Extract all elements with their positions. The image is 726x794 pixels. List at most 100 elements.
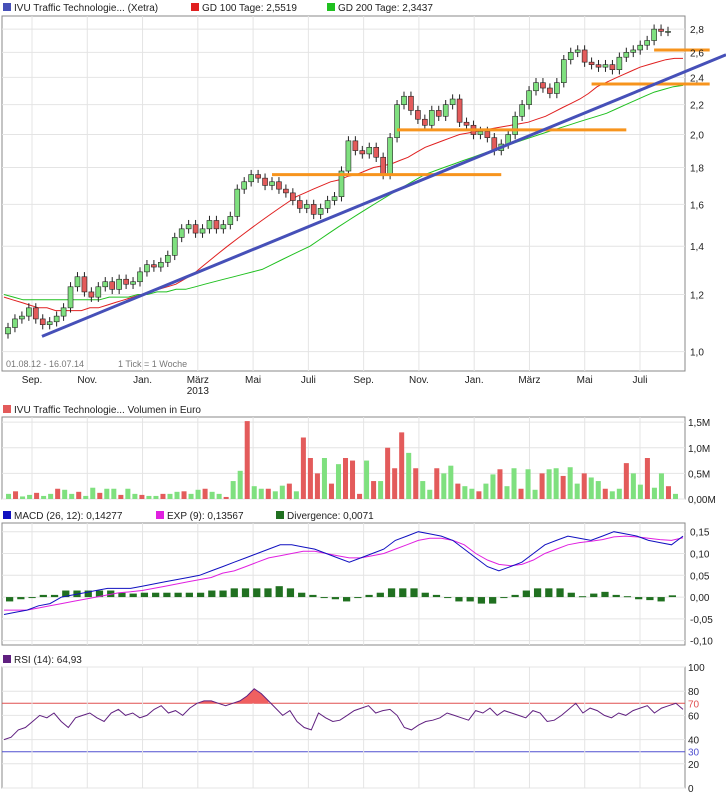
candle-body [595,64,602,68]
candle-body [248,174,254,183]
y-tick-label: 40 [688,736,700,747]
price-y-ticks: 2,8 2,6 2,4 2,2 2,0 1,8 1,6 1,4 1,2 1,0 [690,25,704,358]
candle-body [373,147,380,158]
candle-body [345,140,352,172]
y-tick-label: -0,05 [690,615,713,626]
candle-body [241,181,248,190]
candle-body [428,110,435,126]
volume-legend: IVU Traffic Technologie... Volumen in Eu… [3,405,201,416]
volume-bar [321,458,327,499]
volume-bar [307,458,313,499]
divergence-bar [511,594,519,598]
volume-bar [588,477,594,499]
trendline [41,53,726,338]
volume-bar [504,486,510,499]
rsi-line [3,688,684,741]
volume-bar [258,488,264,499]
x-tick-label: Jan. [465,375,484,386]
exp-line [4,535,684,611]
candle-body [206,220,213,230]
divergence-bar [230,588,238,598]
candle-body [19,315,25,320]
support-lines [272,48,710,177]
x-tick-label: März [187,375,209,386]
candle-body [317,208,324,215]
divergence-bar [668,595,676,598]
volume-y-ticks: 1,5M 1,0M 0,5M 0,00M [688,418,716,506]
legend-label: IVU Traffic Technologie... (Xetra) [14,3,158,14]
candle-body [227,216,234,225]
price-legend: IVU Traffic Technologie... (Xetra) GD 10… [3,3,433,14]
volume-bar [595,481,601,499]
divergence-bar [140,592,149,598]
divergence-bar [410,588,418,598]
divergence-bar [578,596,587,598]
divergence-bar [590,593,598,598]
legend-swatch [3,405,11,413]
candle-body [60,307,67,317]
candle-body [269,181,275,186]
y-tick-label: 20 [688,760,700,771]
volume-bar [328,483,334,499]
volume-bar [448,465,454,499]
divergence-bar [62,590,70,598]
rsi-frame [1,666,686,789]
candle-body [123,278,129,285]
volume-bar [343,458,349,499]
candle-body [151,264,157,268]
volume-bar [160,493,166,499]
x-tick-label: Nov. [409,375,429,386]
volume-bar [644,458,650,499]
volume-bar [20,496,26,499]
candle-body [415,110,421,120]
divergence-bar [95,590,104,598]
volume-bar [48,493,54,499]
divergence-bar [421,592,429,598]
candle-body [449,98,456,105]
divergence-bar [174,592,182,598]
divergence-bar [331,597,339,600]
volume-bar [567,467,573,499]
x-tick-label: Sep. [22,375,43,386]
volume-bar [553,468,559,499]
divergence-bar [309,594,317,598]
divergence-bar [556,588,564,598]
volume-bar [462,486,468,499]
candle-body [296,200,303,209]
volume-bar [90,487,96,499]
candle-body [32,307,39,320]
candle-body [422,118,428,126]
candle-body [526,90,532,105]
y-tick-label: 1,0M [688,444,710,455]
volume-bar [658,473,664,499]
volume-bar [455,483,461,499]
divergence-bar [635,597,643,600]
candle-body [290,192,296,201]
divergence-bar [163,592,171,598]
candle-body [366,147,373,155]
divergence-bar [376,592,384,598]
candle-body [574,49,581,53]
volume-bar [76,491,82,499]
volume-bar [34,492,40,499]
y-tick-label: 0,05 [690,571,710,582]
rsi-lines [3,688,684,741]
candle-body [46,321,53,325]
volume-bar [385,447,391,499]
x-tick-label: Nov. [77,375,97,386]
volume-bar [392,468,398,499]
volume-bar [560,475,566,499]
candle-body [512,115,518,135]
y-tick-label: 0,00M [688,495,716,506]
volume-bar [672,493,678,499]
legend-swatch [276,511,284,519]
candle-body [130,281,136,285]
volume-bar [244,421,250,499]
volume-bar [167,493,173,499]
divergence-bar [253,588,261,598]
candle-body [53,315,60,323]
macd-line [3,531,684,615]
divergence-bar [646,597,654,601]
x-tick-label: Mai [245,375,261,386]
candle-body [560,59,567,83]
